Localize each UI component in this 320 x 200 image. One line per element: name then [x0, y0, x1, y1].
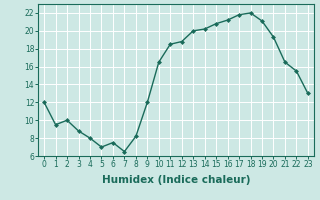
X-axis label: Humidex (Indice chaleur): Humidex (Indice chaleur): [102, 175, 250, 185]
